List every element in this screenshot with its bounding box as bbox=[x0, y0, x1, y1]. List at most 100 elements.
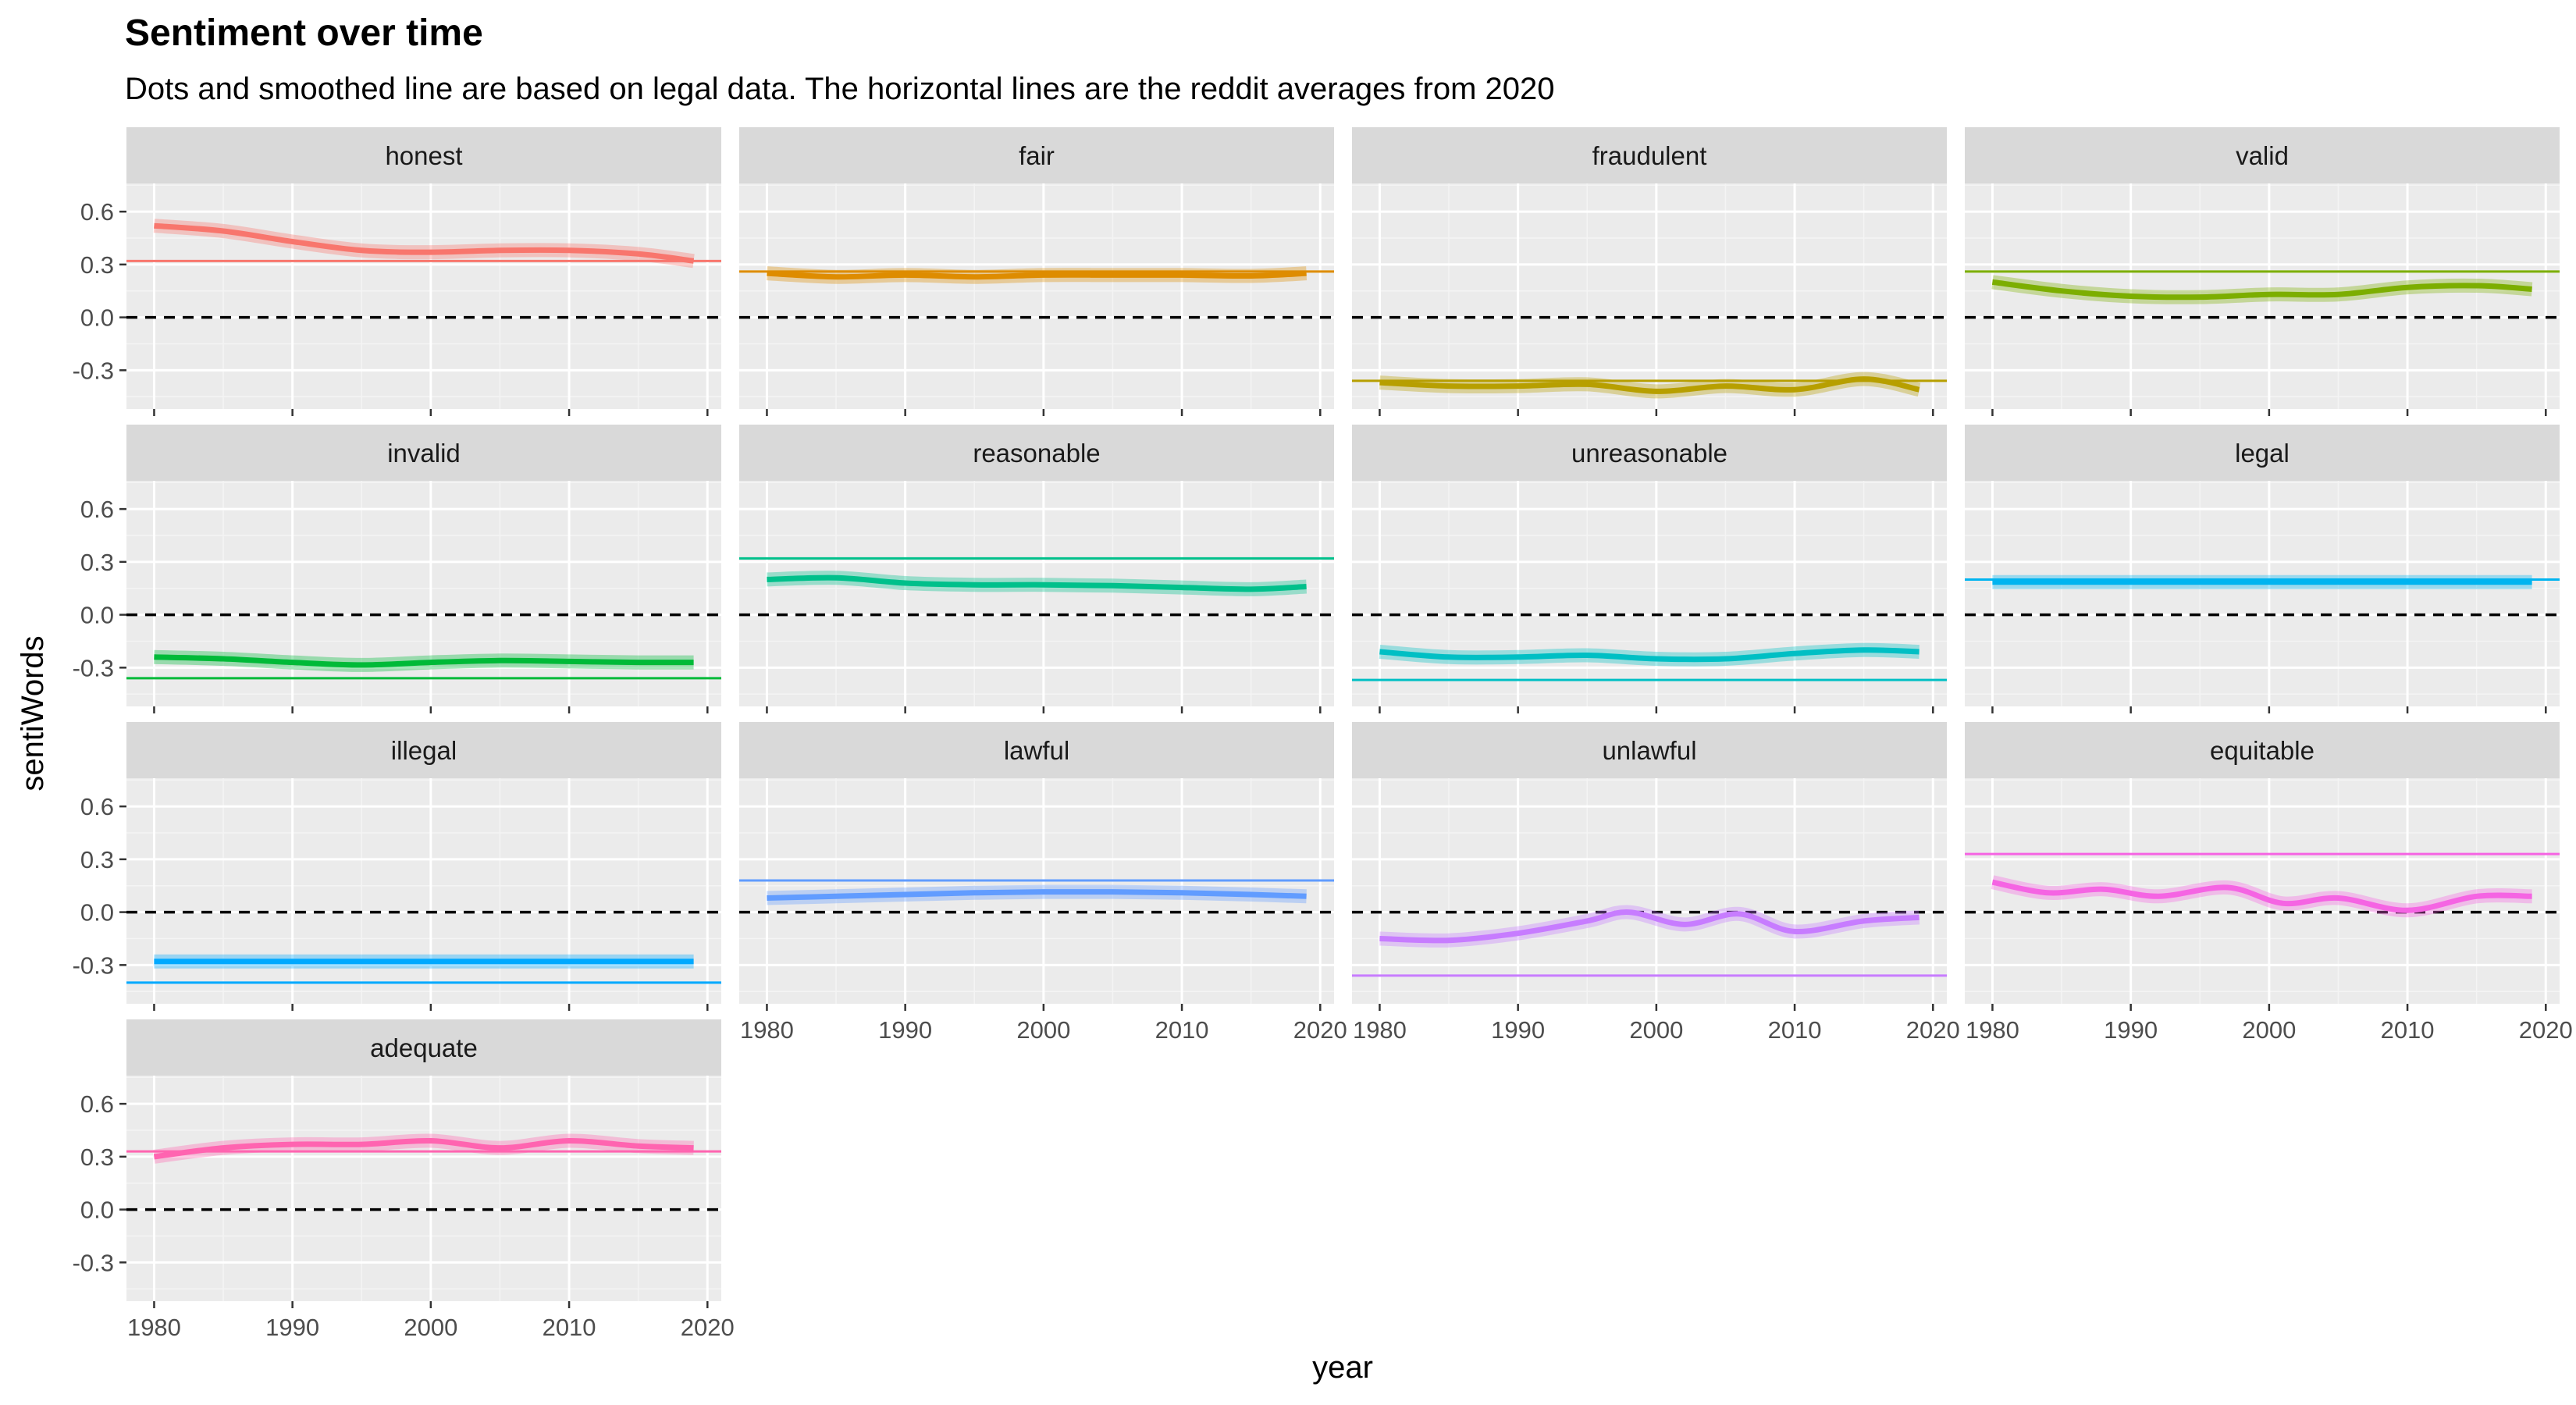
facet-strip bbox=[126, 722, 721, 778]
y-tick-label: 0.3 bbox=[80, 251, 114, 279]
smoothed-series-line bbox=[767, 888, 1307, 901]
facet-strip bbox=[739, 127, 1334, 183]
x-tick-label: 2020 bbox=[1293, 1016, 1347, 1044]
y-tick-label: 0.6 bbox=[80, 198, 114, 226]
facet-panel-unlawful: unlawful 1980 1990 2000 2010 2020 bbox=[1352, 722, 1960, 1044]
facet-strip-label: valid bbox=[2236, 141, 2289, 170]
x-tick-label: 1990 bbox=[265, 1314, 319, 1341]
facet-strip-label: adequate bbox=[370, 1033, 478, 1062]
x-tick-label: 1980 bbox=[1966, 1016, 2019, 1044]
panel-background bbox=[126, 183, 721, 409]
y-tick-label: 0.3 bbox=[80, 846, 114, 873]
panel-background bbox=[1965, 481, 2560, 706]
facet-strip bbox=[126, 425, 721, 481]
smoothed-series-line bbox=[1379, 909, 1920, 944]
x-tick-label: 2000 bbox=[2242, 1016, 2296, 1044]
panel-background bbox=[1352, 183, 1947, 409]
x-tick-label: 1990 bbox=[878, 1016, 932, 1044]
chart-subtitle: Dots and smoothed line are based on lega… bbox=[125, 72, 1555, 106]
smoothed-series-line bbox=[154, 222, 695, 264]
chart-title: Sentiment over time bbox=[125, 12, 483, 54]
y-tick-label: -0.3 bbox=[73, 1249, 114, 1276]
x-axis-label: year bbox=[1312, 1350, 1373, 1385]
facet-strip-label: unreasonable bbox=[1571, 439, 1727, 468]
facet-strip bbox=[1352, 127, 1947, 183]
facet-strip bbox=[1965, 127, 2560, 183]
panel-background bbox=[739, 183, 1334, 409]
facet-strip-label: invalid bbox=[387, 439, 461, 468]
x-tick-label: 1980 bbox=[127, 1314, 181, 1341]
facet-strip-label: legal bbox=[2235, 439, 2290, 468]
x-tick-label: 2020 bbox=[2519, 1016, 2573, 1044]
x-tick-label: 2020 bbox=[681, 1314, 735, 1341]
facet-panels: honest -0.3 0.0 0.3 0.6 fair fraudulent valid in… bbox=[73, 127, 2573, 1341]
x-tick-label: 2010 bbox=[543, 1314, 596, 1341]
x-tick-label: 2020 bbox=[1906, 1016, 1960, 1044]
facet-strip bbox=[126, 1019, 721, 1076]
x-tick-label: 2000 bbox=[1629, 1016, 1683, 1044]
panel-background bbox=[126, 1076, 721, 1301]
panel-background bbox=[126, 778, 721, 1004]
facet-panel-invalid: invalid -0.3 0.0 0.3 0.6 bbox=[73, 425, 721, 713]
facet-panel-honest: honest -0.3 0.0 0.3 0.6 bbox=[73, 127, 721, 416]
facet-strip bbox=[126, 127, 721, 183]
facet-panel-legal: legal bbox=[1965, 425, 2560, 713]
facet-panel-valid: valid bbox=[1965, 127, 2560, 416]
y-tick-label: 0.3 bbox=[80, 1144, 114, 1171]
smoothed-series-line bbox=[1379, 376, 1920, 394]
facet-panel-equitable: equitable 1980 1990 2000 2010 2020 bbox=[1965, 722, 2573, 1044]
facet-strip bbox=[739, 722, 1334, 778]
x-tick-label: 1990 bbox=[1491, 1016, 1545, 1044]
panel-background bbox=[126, 481, 721, 706]
x-tick-label: 2010 bbox=[1768, 1016, 1822, 1044]
y-tick-label: -0.3 bbox=[73, 951, 114, 979]
facet-strip bbox=[1965, 425, 2560, 481]
x-tick-label: 1980 bbox=[1353, 1016, 1407, 1044]
smoothed-series-line bbox=[154, 654, 694, 668]
smoothed-series-line bbox=[153, 1137, 694, 1160]
facet-panel-fraudulent: fraudulent bbox=[1352, 127, 1947, 416]
facet-panel-illegal: illegal -0.3 0.0 0.3 0.6 bbox=[73, 722, 721, 1011]
smoothed-series-line bbox=[1379, 647, 1920, 663]
facet-panel-adequate: adequate -0.3 0.0 0.3 0.6 1980 1990 2000 2010 202… bbox=[73, 1019, 735, 1341]
y-axis-label: sentiWords bbox=[16, 635, 50, 791]
y-tick-label: 0.6 bbox=[80, 793, 114, 820]
smoothed-series-line bbox=[1991, 879, 2532, 913]
facet-strip-label: reasonable bbox=[973, 439, 1100, 468]
facet-panel-unreasonable: unreasonable bbox=[1352, 425, 1947, 713]
facet-panel-lawful: lawful 1980 1990 2000 2010 2020 bbox=[739, 722, 1347, 1044]
facet-strip bbox=[1965, 722, 2560, 778]
x-tick-label: 2000 bbox=[1016, 1016, 1070, 1044]
panel-background bbox=[1352, 778, 1947, 1004]
facet-strip bbox=[739, 425, 1334, 481]
facet-panel-fair: fair bbox=[739, 127, 1334, 416]
y-tick-label: 0.0 bbox=[80, 602, 114, 629]
y-tick-label: 0.0 bbox=[80, 1197, 114, 1224]
panel-background bbox=[1352, 481, 1947, 706]
y-tick-label: 0.6 bbox=[80, 496, 114, 523]
x-tick-label: 1990 bbox=[2104, 1016, 2158, 1044]
x-tick-label: 1980 bbox=[740, 1016, 794, 1044]
y-tick-label: 0.0 bbox=[80, 899, 114, 927]
facet-strip-label: fair bbox=[1019, 141, 1055, 170]
y-tick-label: -0.3 bbox=[73, 654, 114, 681]
facet-strip-label: illegal bbox=[391, 736, 457, 765]
facet-strip-label: equitable bbox=[2210, 736, 2314, 765]
y-tick-label: 0.0 bbox=[80, 304, 114, 332]
x-tick-label: 2000 bbox=[404, 1314, 457, 1341]
y-tick-label: -0.3 bbox=[73, 357, 114, 384]
facet-strip-label: lawful bbox=[1004, 736, 1069, 765]
facet-strip bbox=[1352, 425, 1947, 481]
facet-panel-reasonable: reasonable bbox=[739, 425, 1334, 713]
facet-strip-label: fraudulent bbox=[1592, 141, 1707, 170]
panel-background bbox=[739, 481, 1334, 706]
smoothed-series-line bbox=[767, 270, 1307, 280]
y-tick-label: 0.6 bbox=[80, 1090, 114, 1118]
facet-strip bbox=[1352, 722, 1947, 778]
facet-strip-label: unlawful bbox=[1602, 736, 1696, 765]
smoothed-series-line bbox=[1991, 279, 2532, 301]
smoothed-series-line bbox=[767, 574, 1307, 592]
x-tick-label: 2010 bbox=[1155, 1016, 1209, 1044]
